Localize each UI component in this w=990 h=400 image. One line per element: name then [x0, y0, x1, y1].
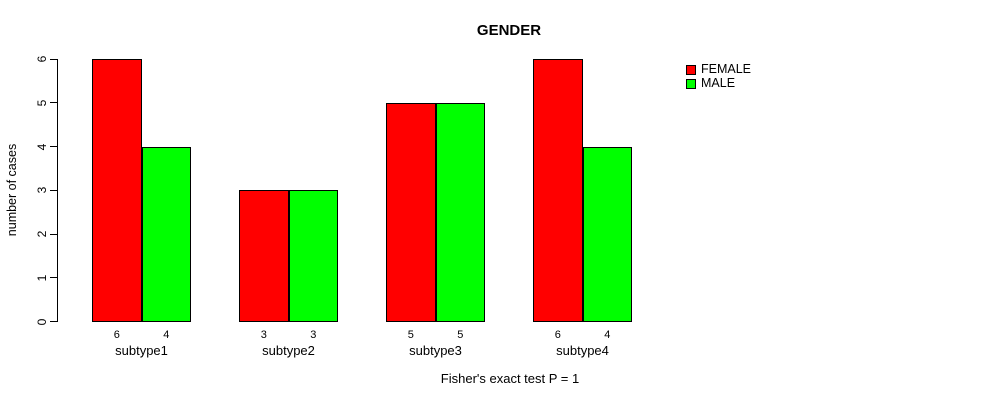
category-label-subtype4: subtype4: [556, 343, 609, 358]
y-axis-tick-label: 1: [35, 274, 49, 282]
y-axis-line: [57, 59, 58, 322]
y-axis-tick: [50, 102, 57, 104]
bar-value-label: 6: [113, 329, 120, 341]
caption: Fisher's exact test P = 1: [440, 371, 580, 386]
legend-item-male: MALE: [686, 76, 751, 90]
legend-item-female: FEMALE: [686, 62, 752, 76]
bar-male-subtype4: [582, 146, 632, 322]
bar-female-subtype2: [239, 190, 289, 322]
legend: FEMALE MALE: [686, 62, 752, 90]
legend-label-female: FEMALE: [701, 62, 752, 76]
y-axis-tick-label: 5: [35, 99, 49, 107]
bar-value-label: 6: [554, 329, 561, 341]
category-label-subtype3: subtype3: [409, 343, 462, 358]
bar-value-label: 4: [604, 329, 611, 341]
y-axis-tick-label: 2: [35, 230, 49, 238]
y-axis-tick-label: 3: [35, 186, 49, 194]
bar-value-label: 5: [457, 329, 464, 341]
bar-male-subtype3: [435, 102, 485, 322]
legend-label-male: MALE: [701, 76, 736, 90]
y-axis-tick: [50, 189, 57, 191]
y-axis-tick: [50, 146, 57, 147]
bar-male-subtype2: [288, 190, 338, 322]
bar-value-label: 5: [407, 329, 414, 341]
category-label-subtype1: subtype1: [115, 343, 168, 358]
y-axis-tick-label: 4: [35, 143, 49, 150]
category-label-subtype2: subtype2: [262, 343, 315, 358]
y-axis-label: number of cases: [5, 143, 19, 237]
bar-male-subtype1: [141, 146, 191, 322]
y-axis-tick: [50, 321, 57, 322]
y-axis-tick: [50, 58, 57, 60]
y-axis-tick-label: 6: [35, 55, 49, 63]
y-axis-tick: [50, 277, 57, 279]
bar-value-label: 3: [260, 329, 267, 341]
bar-value-label: 3: [310, 329, 317, 341]
legend-swatch-female: [686, 64, 696, 75]
y-axis-tick: [50, 233, 57, 235]
bar-female-subtype3: [386, 102, 436, 322]
legend-swatch-male: [686, 78, 696, 89]
y-axis-tick-label: 0: [35, 318, 49, 325]
chart-title: GENDER: [476, 22, 542, 39]
bar-value-label: 4: [163, 329, 170, 341]
bar-female-subtype4: [533, 59, 583, 322]
bar-female-subtype1: [92, 59, 142, 322]
